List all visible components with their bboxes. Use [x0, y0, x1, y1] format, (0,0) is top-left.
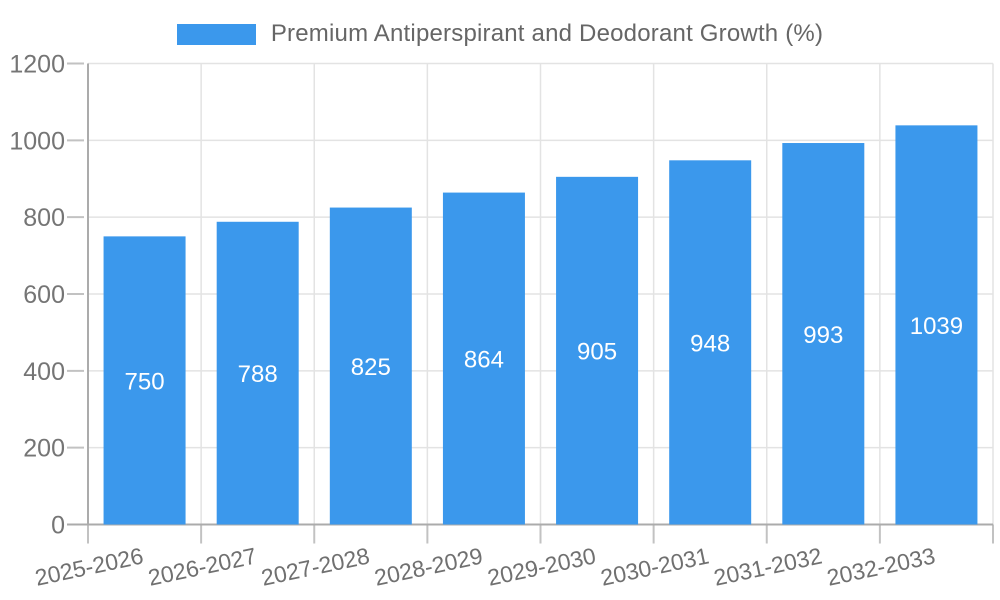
x-axis-label: 2027-2028: [259, 542, 372, 590]
x-axis-label: 2031-2032: [711, 542, 824, 590]
bar-value-label: 905: [577, 339, 617, 366]
bar-2027-2028[interactable]: [329, 207, 412, 525]
legend-swatch: [176, 23, 256, 45]
y-tick-label: 400: [23, 358, 65, 386]
bar-value-label: 864: [464, 347, 504, 374]
x-axis-label: 2026-2027: [146, 542, 259, 590]
y-tick-label: 800: [23, 204, 65, 232]
bar-2028-2029[interactable]: [442, 192, 525, 525]
bar-value-label: 993: [803, 322, 843, 349]
bar-2030-2031[interactable]: [669, 160, 752, 525]
bar-value-label: 750: [125, 368, 165, 395]
y-tick-label: 1200: [9, 51, 65, 79]
bar-2025-2026[interactable]: [103, 236, 186, 525]
legend[interactable]: Premium Antiperspirant and Deodorant Gro…: [0, 20, 1000, 48]
y-tick-label: 0: [51, 512, 65, 540]
bar-value-label: 948: [690, 330, 730, 357]
bar-2032-2033[interactable]: [895, 125, 978, 525]
y-tick-label: 1000: [9, 127, 65, 155]
bar-value-label: 825: [351, 354, 391, 381]
legend-series-label: Premium Antiperspirant and Deodorant Gro…: [270, 20, 824, 47]
bar-value-label: 1039: [910, 313, 963, 340]
bar-2031-2032[interactable]: [782, 143, 865, 525]
x-axis-label: 2032-2033: [824, 542, 937, 590]
x-axis-label: 2029-2030: [485, 542, 598, 590]
bar-value-label: 788: [238, 361, 278, 388]
x-axis-label: 2030-2031: [598, 542, 711, 590]
bar-2029-2030[interactable]: [556, 176, 639, 525]
x-axis-label: 2025-2026: [33, 542, 146, 590]
bar-2026-2027[interactable]: [216, 221, 299, 525]
y-tick-label: 200: [23, 435, 65, 463]
x-axis-label: 2028-2029: [372, 542, 485, 590]
y-tick-label: 600: [23, 281, 65, 309]
